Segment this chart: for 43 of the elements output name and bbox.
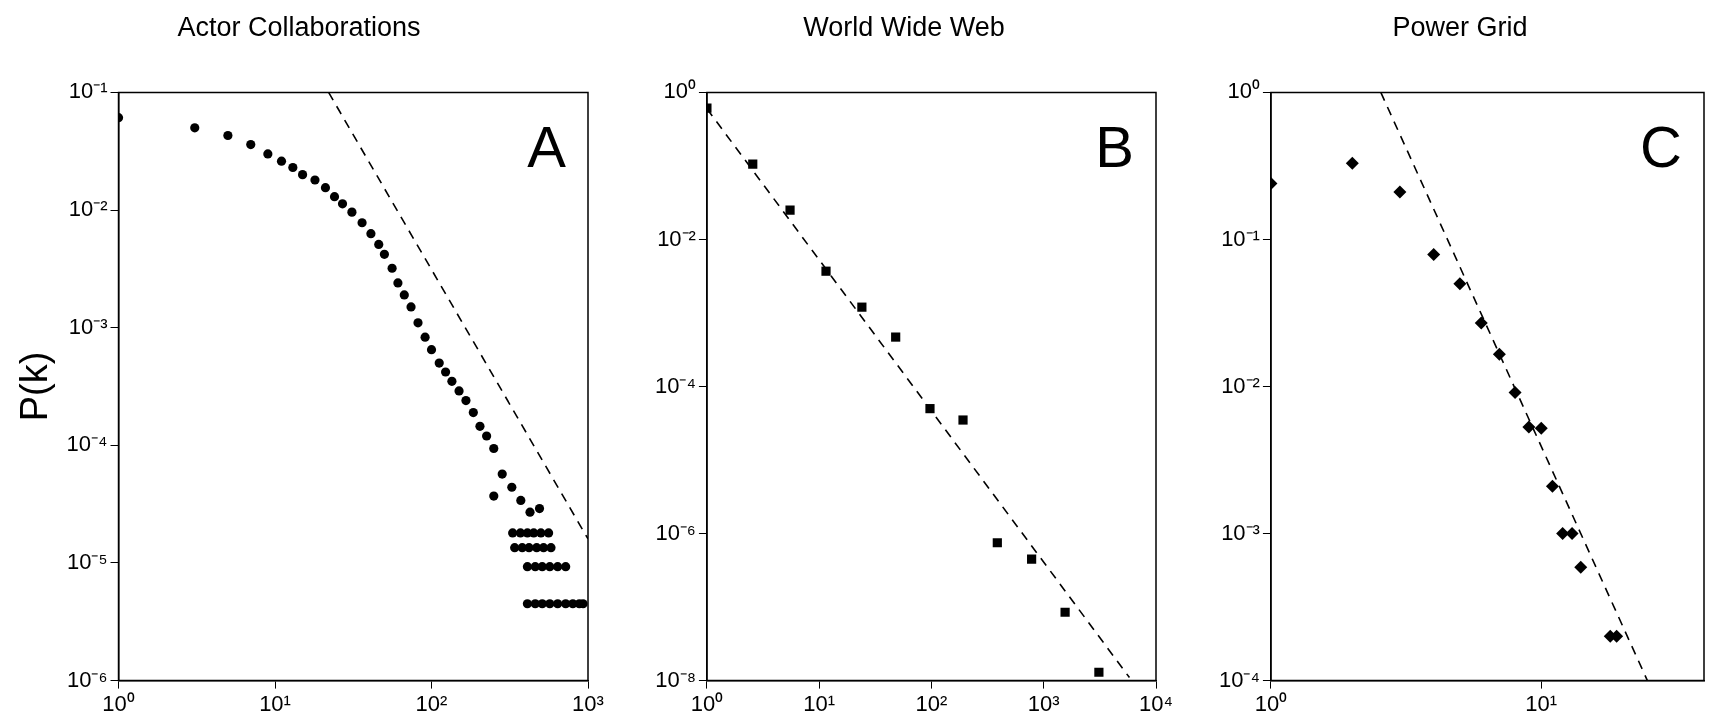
point <box>925 404 935 414</box>
x-tick-label: 10¹ <box>803 690 836 716</box>
x-tick-label: 10⁰ <box>102 690 135 716</box>
point <box>992 538 1002 548</box>
y-tick-label: 10⁻² <box>657 225 696 251</box>
y-tick-label: 10⁻² <box>68 196 108 222</box>
annotation: A <box>527 114 567 180</box>
y-tick-label: 10⁻³ <box>68 313 108 339</box>
x-tick-label: 10¹ <box>1525 690 1558 716</box>
point <box>857 302 867 312</box>
x-tick-label: 10⁰ <box>690 690 724 716</box>
point <box>821 266 831 276</box>
y-tick-label: 10⁰ <box>663 78 696 104</box>
x-tick-label: 10² <box>415 690 448 716</box>
annotation: C <box>1640 114 1682 180</box>
chart-title: World Wide Web <box>803 11 1005 42</box>
y-tick-label: 10⁻¹ <box>68 78 108 104</box>
point <box>891 332 901 342</box>
x-tick-label: 10⁰ <box>1254 690 1288 716</box>
x-tick-label: 10³ <box>1027 690 1060 716</box>
y-axis-title: P(k) <box>13 351 56 422</box>
y-tick-label: 10⁻⁶ <box>655 519 696 545</box>
y-tick-label: 10⁻³ <box>1221 519 1260 545</box>
point <box>1060 607 1070 617</box>
point <box>1027 554 1037 564</box>
x-tick-label: 10² <box>915 690 948 716</box>
y-tick-label: 10⁻⁵ <box>66 549 108 575</box>
y-tick-label: 10⁻⁴ <box>654 372 696 398</box>
chart-title: Actor Collaborations <box>177 11 421 42</box>
annotation: B <box>1095 114 1134 180</box>
point <box>1094 667 1104 677</box>
x-tick-label: 10⁴ <box>1139 690 1173 716</box>
y-tick-label: 10⁻⁶ <box>66 666 108 692</box>
x-tick-label: 10³ <box>572 690 604 716</box>
y-tick-label: 10⁻² <box>1221 372 1260 398</box>
y-tick-label: 10⁻⁸ <box>655 666 696 692</box>
y-tick-label: 10⁰ <box>1227 78 1260 104</box>
chart-title: Power Grid <box>1392 11 1528 42</box>
y-tick-label: 10⁻⁴ <box>66 431 108 457</box>
point <box>958 415 968 425</box>
y-tick-label: 10⁻¹ <box>1221 225 1260 251</box>
x-tick-label: 10¹ <box>259 690 291 716</box>
y-tick-label: 10⁻⁴ <box>1218 666 1260 692</box>
